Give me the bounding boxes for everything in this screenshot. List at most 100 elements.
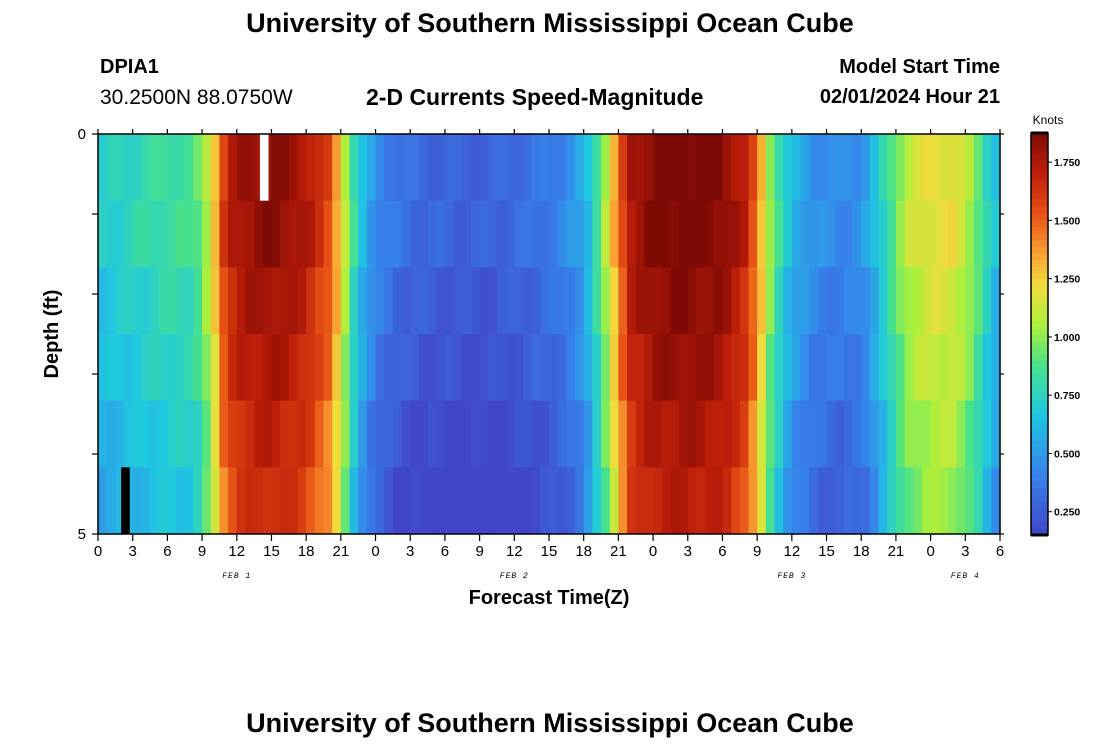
heatmap-cell [349, 400, 359, 468]
heatmap-cell [202, 400, 212, 468]
heatmap-cell [514, 200, 524, 268]
colorbar-segment [1031, 186, 1048, 194]
missing-cell [259, 134, 269, 201]
heatmap-cell [696, 267, 706, 335]
colorbar-tick-label: 1.750 [1054, 157, 1080, 169]
heatmap-cell [288, 467, 299, 535]
heatmap-cell [869, 267, 880, 335]
heatmap-cell [236, 400, 247, 468]
heatmap-cell [921, 400, 932, 468]
heatmap-cell [453, 200, 463, 268]
heatmap-cell [991, 334, 1001, 402]
heatmap-cell [843, 267, 854, 335]
heatmap-cell [488, 467, 498, 535]
heatmap-cell [731, 200, 741, 268]
x-tick-label: 3 [406, 543, 414, 560]
colorbar-segment [1031, 320, 1048, 328]
heatmap-cell [375, 334, 385, 402]
heatmap-cell [757, 200, 767, 268]
heatmap-cell [765, 200, 776, 268]
heatmap-cell [809, 267, 819, 335]
heatmap-cell [280, 467, 290, 535]
heatmap-cell [609, 267, 619, 335]
heatmap-cell [661, 467, 672, 535]
heatmap-cell [150, 467, 160, 535]
y-axis-label: Depth (ft) [41, 290, 63, 379]
heatmap-cell [713, 334, 724, 402]
heatmap-cell [644, 267, 654, 335]
heatmap-cell [427, 134, 437, 202]
x-axis-label: Forecast Time(Z) [469, 587, 630, 609]
date-label: FEB 4 [951, 572, 980, 581]
heatmap-cell [514, 400, 524, 468]
colorbar-segment [1031, 360, 1048, 369]
heatmap-cell [696, 200, 706, 268]
heatmap-cell [401, 400, 411, 468]
heatmap-cell [392, 200, 403, 268]
heatmap-cell [219, 267, 229, 335]
heatmap-cell [314, 334, 325, 402]
heatmap-cell [575, 134, 585, 202]
heatmap-cell [930, 334, 940, 402]
x-tick-label: 0 [94, 543, 102, 560]
colorbar-segment [1031, 280, 1048, 288]
heatmap-cell [210, 267, 221, 335]
heatmap-cell [384, 134, 394, 202]
heatmap-cell [887, 200, 897, 268]
heatmap-cell [549, 267, 559, 335]
heatmap-cell [843, 134, 854, 202]
heatmap-cell [392, 334, 403, 402]
heatmap-cell [392, 400, 403, 468]
heatmap-cell [219, 334, 229, 402]
heatmap-cell [609, 400, 619, 468]
heatmap-cell [106, 200, 116, 268]
colorbar-tick-label: 1.500 [1054, 215, 1080, 227]
heatmap-cell [973, 200, 984, 268]
colorbar-segment [1031, 313, 1048, 322]
heatmap-cell [332, 134, 342, 202]
heatmap-cell [522, 467, 533, 535]
heatmap-cell [444, 200, 455, 268]
heatmap-cell [887, 334, 897, 402]
heatmap-cell [427, 267, 437, 335]
heatmap-cell [184, 134, 194, 202]
colorbar-segment [1031, 340, 1048, 348]
heatmap-cell [835, 467, 845, 535]
heatmap-cell [878, 267, 888, 335]
heatmap-cell [288, 334, 299, 402]
colorbar-segment [1031, 401, 1048, 409]
colorbar-segment [1031, 193, 1048, 201]
heatmap-cell [661, 134, 672, 202]
model-start-label: Model Start Time [839, 56, 1000, 78]
heatmap-cell [245, 400, 255, 468]
heatmap-cell [809, 400, 819, 468]
heatmap-cell [913, 400, 923, 468]
heatmap-cell [505, 400, 515, 468]
heatmap-cell [670, 200, 680, 268]
heatmap-cell [280, 400, 290, 468]
heatmap-cell [262, 267, 273, 335]
heatmap-cell [705, 200, 715, 268]
heatmap-cell [375, 467, 385, 535]
heatmap-cell [323, 134, 333, 202]
heatmap-cell [618, 134, 628, 202]
heatmap-cell [791, 467, 802, 535]
heatmap-cell [627, 467, 637, 535]
heatmap-cell [783, 134, 793, 202]
heatmap-cell [852, 267, 862, 335]
heatmap-cell [349, 134, 359, 202]
heatmap-cell [245, 134, 255, 202]
heatmap-cell [748, 267, 758, 335]
station-id: DPIA1 [100, 56, 159, 78]
colorbar-segment [1031, 253, 1048, 261]
heatmap-cell [288, 134, 299, 202]
heatmap-cell [106, 334, 116, 402]
heatmap-cell [609, 467, 619, 535]
heatmap-cell [791, 200, 802, 268]
heatmap-cell [522, 400, 533, 468]
heatmap-cell [835, 267, 845, 335]
colorbar-segment [1031, 220, 1048, 228]
heatmap-cell [323, 267, 333, 335]
heatmap-cell [254, 334, 264, 402]
heatmap-cell [947, 134, 958, 202]
